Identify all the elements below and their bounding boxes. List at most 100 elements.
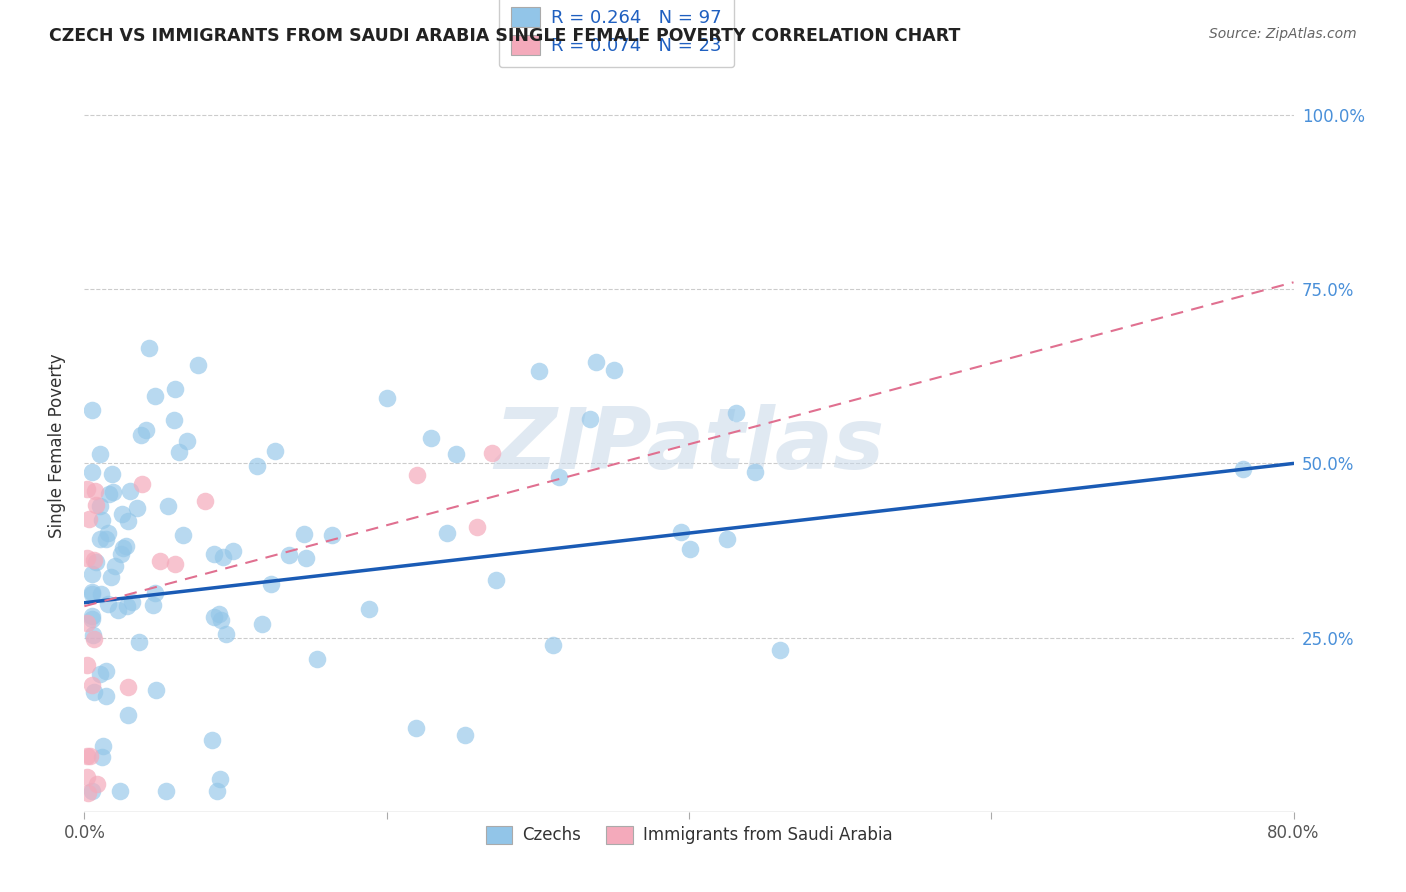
Point xyxy=(84,555,107,569)
Point xyxy=(117,599,139,613)
Point xyxy=(163,413,186,427)
Point xyxy=(90,587,112,601)
Point xyxy=(436,525,458,540)
Point xyxy=(212,549,235,564)
Point xyxy=(76,616,98,631)
Point xyxy=(209,613,232,627)
Point xyxy=(96,532,118,546)
Point xyxy=(135,423,157,437)
Point xyxy=(82,628,104,642)
Point xyxy=(679,542,702,557)
Point xyxy=(83,632,105,647)
Point xyxy=(83,685,105,699)
Point xyxy=(80,612,103,626)
Point xyxy=(76,551,98,566)
Point xyxy=(481,446,503,460)
Point xyxy=(292,527,315,541)
Point xyxy=(246,459,269,474)
Point xyxy=(143,389,166,403)
Point xyxy=(100,570,122,584)
Legend: Czechs, Immigrants from Saudi Arabia: Czechs, Immigrants from Saudi Arabia xyxy=(479,819,898,851)
Point xyxy=(201,733,224,747)
Point xyxy=(548,469,571,483)
Point xyxy=(76,482,98,496)
Point xyxy=(97,598,120,612)
Point xyxy=(80,585,103,599)
Point xyxy=(165,558,187,572)
Point xyxy=(80,609,103,624)
Point xyxy=(541,639,564,653)
Point xyxy=(165,382,187,396)
Point xyxy=(145,682,167,697)
Point xyxy=(111,541,134,555)
Point xyxy=(485,574,508,588)
Point xyxy=(91,739,114,754)
Point xyxy=(406,467,429,482)
Point xyxy=(295,551,318,566)
Point xyxy=(669,524,692,539)
Point xyxy=(454,728,477,742)
Point xyxy=(117,680,139,694)
Point xyxy=(76,749,98,764)
Point xyxy=(585,354,607,368)
Point xyxy=(187,358,209,372)
Point xyxy=(94,665,117,679)
Text: ZIPatlas: ZIPatlas xyxy=(494,404,884,488)
Point xyxy=(143,586,166,600)
Point xyxy=(259,577,281,591)
Point xyxy=(215,627,238,641)
Point xyxy=(80,784,103,798)
Point xyxy=(89,500,111,514)
Point xyxy=(138,341,160,355)
Point xyxy=(307,651,329,665)
Point xyxy=(83,553,105,567)
Point xyxy=(79,748,101,763)
Point xyxy=(202,609,225,624)
Point xyxy=(97,487,120,501)
Point xyxy=(250,617,273,632)
Point xyxy=(769,643,792,657)
Point xyxy=(77,512,100,526)
Point xyxy=(419,431,441,445)
Point xyxy=(101,485,124,500)
Point xyxy=(529,364,551,378)
Point xyxy=(101,467,124,481)
Point xyxy=(89,447,111,461)
Point xyxy=(131,477,153,491)
Point xyxy=(172,528,194,542)
Point xyxy=(375,392,398,406)
Point xyxy=(157,499,180,513)
Point xyxy=(114,539,136,553)
Point xyxy=(80,587,103,601)
Text: Source: ZipAtlas.com: Source: ZipAtlas.com xyxy=(1209,27,1357,41)
Point xyxy=(208,607,231,621)
Point xyxy=(264,443,287,458)
Point xyxy=(467,520,489,534)
Point xyxy=(91,513,114,527)
Point xyxy=(278,548,301,562)
Point xyxy=(207,784,229,798)
Point xyxy=(405,721,427,735)
Point xyxy=(117,514,139,528)
Point xyxy=(222,544,245,558)
Point xyxy=(111,507,134,521)
Point xyxy=(77,786,100,800)
Point xyxy=(142,598,165,612)
Point xyxy=(209,772,232,786)
Point xyxy=(110,784,132,798)
Y-axis label: Single Female Poverty: Single Female Poverty xyxy=(48,354,66,538)
Point xyxy=(321,528,343,542)
Point xyxy=(117,708,139,723)
Point xyxy=(84,498,107,512)
Point xyxy=(94,690,117,704)
Point xyxy=(202,547,225,561)
Text: CZECH VS IMMIGRANTS FROM SAUDI ARABIA SINGLE FEMALE POVERTY CORRELATION CHART: CZECH VS IMMIGRANTS FROM SAUDI ARABIA SI… xyxy=(49,27,960,45)
Point xyxy=(107,602,129,616)
Point xyxy=(155,784,177,798)
Point xyxy=(578,412,600,426)
Point xyxy=(80,403,103,417)
Point xyxy=(76,770,98,784)
Point xyxy=(716,533,738,547)
Point xyxy=(83,484,105,499)
Point xyxy=(125,501,148,516)
